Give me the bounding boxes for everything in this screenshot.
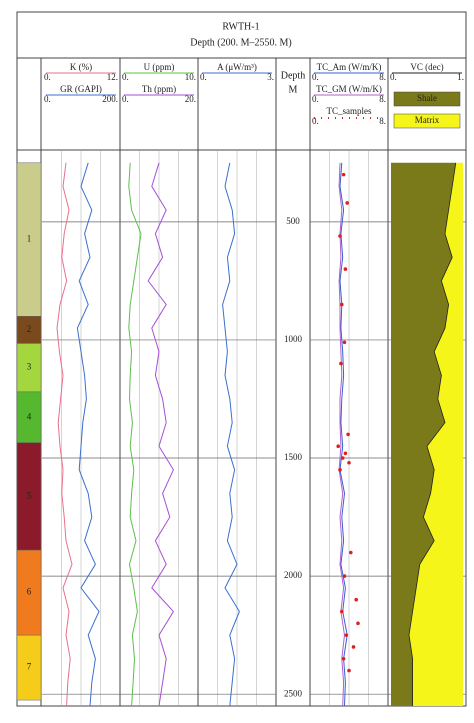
sample-point	[356, 621, 360, 626]
sample-point	[349, 550, 353, 555]
legend-label: Shale	[417, 93, 437, 103]
sample-point	[343, 451, 348, 456]
scale-label: 200.	[102, 94, 118, 104]
sample-point	[347, 460, 351, 465]
log-curve	[338, 162, 346, 707]
zone-label: 4	[27, 411, 32, 421]
log-curve	[147, 162, 175, 707]
log-curve	[76, 162, 100, 707]
zone	[16, 442, 42, 551]
sample-point	[340, 456, 345, 460]
scale-label: 0.	[44, 72, 51, 82]
sample-point	[340, 302, 344, 307]
legend-swatch	[393, 91, 461, 107]
zone-label: 1	[27, 234, 32, 244]
depth-tick-label: 1000	[284, 334, 303, 344]
depth-unit: M	[289, 84, 298, 95]
sample-point	[342, 340, 347, 345]
depth-tick-label: 500	[286, 216, 300, 226]
log-curve	[56, 162, 73, 707]
series-name: U (ppm)	[144, 62, 175, 72]
sample-point	[336, 444, 341, 449]
zone	[16, 343, 42, 393]
legend-swatch	[393, 113, 461, 129]
legend-label: Matrix	[415, 115, 440, 125]
depth-tick-label: 2000	[284, 570, 303, 580]
scale-label: 12.	[107, 72, 118, 82]
sample-point	[340, 609, 344, 614]
scale-label: 0.	[44, 94, 51, 104]
sample-point	[341, 172, 346, 177]
log-curve	[222, 162, 240, 707]
scale-label: 20.	[185, 94, 196, 104]
depth-label: Depth	[281, 70, 305, 81]
series-name: TC_Am (W/m/K)	[317, 62, 382, 72]
sample-point	[338, 234, 342, 238]
scale-label: 0.	[312, 72, 319, 82]
sample-point	[346, 432, 350, 437]
scale-label: 0.	[390, 72, 397, 82]
scale-label: 8.	[379, 72, 386, 82]
vc-curve	[408, 162, 457, 706]
scale-label: 10.	[185, 72, 196, 82]
series-name: GR (GAPI)	[60, 84, 102, 94]
sample-point	[341, 656, 346, 661]
series-name: TC_samples	[327, 106, 372, 116]
scale-label: 0.	[122, 72, 129, 82]
scale-label: 0.	[200, 72, 207, 82]
sample-point	[344, 633, 349, 637]
title: RWTH-1	[222, 21, 259, 32]
log-curve	[128, 162, 142, 707]
zone	[16, 391, 42, 443]
sample-point	[345, 201, 350, 205]
sample-point	[339, 361, 343, 366]
zone-label: 7	[27, 662, 32, 672]
sample-point	[342, 574, 347, 578]
shale-fill	[391, 162, 456, 707]
series-name: A (μW/m³)	[217, 62, 257, 72]
subtitle: Depth (200. M–2550. M)	[190, 37, 291, 48]
log-curve	[339, 162, 348, 707]
scale-label: 0.	[312, 116, 319, 126]
series-name: Th (ppm)	[142, 84, 176, 94]
scale-label: 8.	[379, 116, 386, 126]
depth-tick-label: 2500	[284, 688, 303, 698]
zone	[16, 634, 42, 701]
sample-point	[347, 668, 351, 673]
zone-label: 6	[27, 587, 32, 597]
zone-label: 5	[27, 490, 32, 500]
scale-label: 0.	[122, 94, 129, 104]
zone-label: 2	[27, 324, 32, 334]
zone-label: 3	[27, 362, 32, 372]
series-name: VC (dec)	[410, 62, 443, 72]
sample-point	[354, 597, 359, 602]
zone	[16, 549, 42, 636]
depth-tick-label: 1500	[284, 452, 303, 462]
scale-label: 1.	[457, 72, 464, 82]
sample-point	[343, 267, 348, 271]
sample-point	[351, 645, 356, 649]
scale-label: 0.	[312, 94, 319, 104]
series-name: K (%)	[70, 62, 92, 72]
scale-label: 8.	[379, 94, 386, 104]
sample-point	[338, 468, 342, 472]
zone	[16, 316, 42, 344]
series-name: TC_GM (W/m/K)	[316, 84, 382, 94]
scale-label: 3.	[267, 72, 274, 82]
